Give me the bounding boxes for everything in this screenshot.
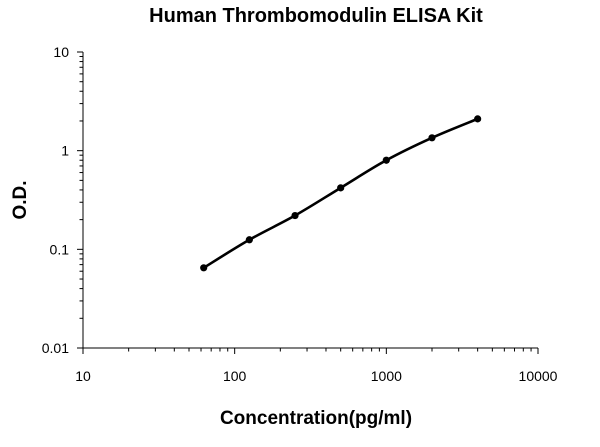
y-tick-label: 1 — [61, 143, 69, 159]
tick-labels: 10 100 1000 10000 0.01 0.1 1 10 — [42, 44, 558, 384]
chart-title: Human Thrombomodulin ELISA Kit — [149, 5, 483, 27]
data-point — [200, 264, 208, 272]
data-points — [200, 115, 482, 272]
y-tick-label: 0.1 — [50, 241, 70, 257]
y-axis-title: O.D. — [10, 180, 31, 219]
x-tick-label: 1000 — [371, 368, 402, 384]
x-axis-title: Concentration(pg/ml) — [220, 408, 412, 429]
tick-marks — [77, 51, 539, 354]
y-tick-label: 0.01 — [42, 340, 69, 356]
data-point — [245, 236, 253, 244]
data-point — [428, 134, 436, 142]
y-tick-label: 10 — [53, 44, 69, 60]
data-point — [337, 184, 345, 192]
data-point — [291, 211, 299, 220]
x-tick-label: 10 — [75, 368, 91, 384]
standard-curve-line — [203, 117, 479, 269]
axes — [82, 52, 538, 349]
data-point — [474, 115, 482, 123]
x-tick-label: 100 — [223, 368, 247, 384]
x-tick-label: 10000 — [519, 368, 558, 384]
data-point — [382, 156, 390, 164]
